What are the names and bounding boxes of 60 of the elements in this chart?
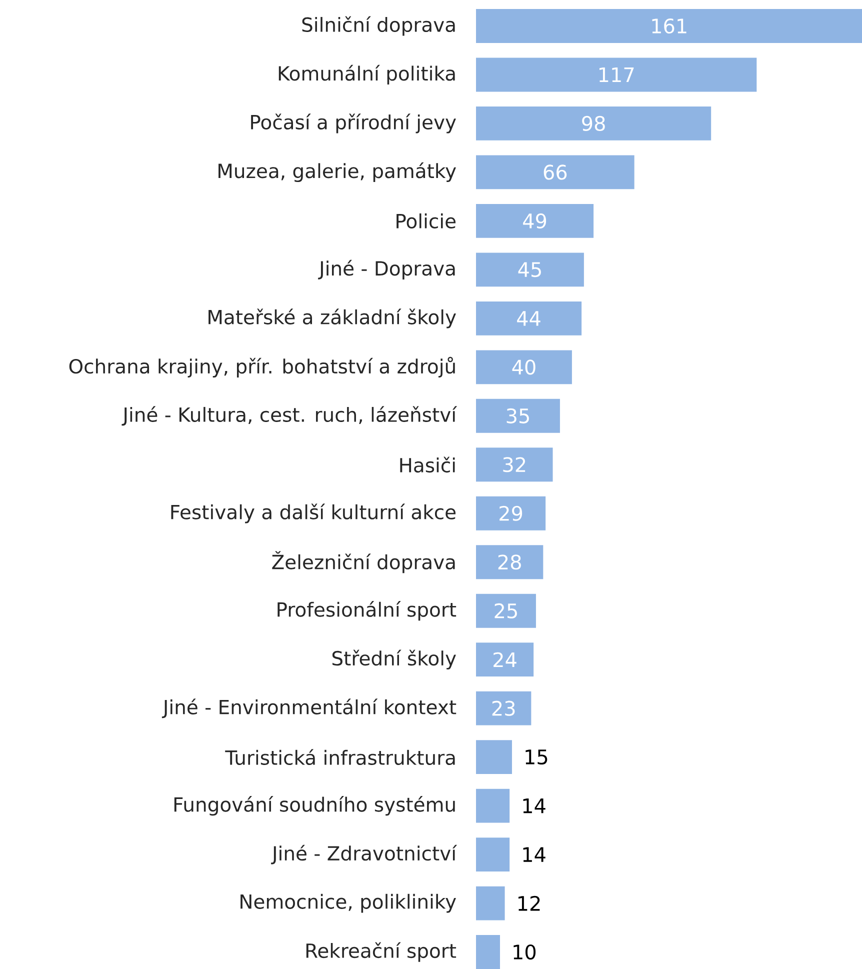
bar — [476, 106, 711, 140]
data-label: 161 — [652, 18, 686, 34]
bar — [476, 448, 553, 482]
y-tick-label: Silniční doprava — [302, 16, 455, 36]
data-label: 23 — [492, 700, 515, 716]
y-tick-label: Jiné - Kultura, cest. ruch, lázeňství — [122, 406, 457, 426]
bar — [476, 350, 572, 384]
y-tick-label: Turistická infrastruktura — [224, 749, 455, 765]
bar — [476, 155, 634, 190]
data-label: 29 — [499, 506, 522, 521]
y-tick-label: Počasí a přírodní jevy — [250, 114, 456, 134]
data-label: 49 — [522, 213, 546, 228]
bar — [476, 545, 544, 580]
data-label: 66 — [544, 164, 566, 180]
y-tick-label: Ochrana krajiny, přír. bohatství a zdrojů — [69, 356, 455, 378]
data-label: 35 — [506, 408, 529, 424]
data-label: 40 — [512, 360, 536, 375]
data-label: 98 — [582, 116, 605, 132]
y-tick-label: Festivaly a další kulturní akce — [171, 504, 456, 524]
bar — [476, 398, 560, 433]
bar — [476, 496, 546, 530]
bar — [476, 788, 510, 823]
y-tick-label: Policie — [396, 213, 456, 228]
y-tick-label: Fungování soudního systému — [174, 796, 455, 816]
data-label: 24 — [493, 652, 516, 667]
y-tick-label: Jiné - Environmentální kontext — [162, 698, 456, 718]
y-tick-label: Nemocnice, polikliniky — [240, 894, 456, 913]
y-tick-label: Rekreační sport — [306, 942, 456, 962]
bar — [476, 838, 510, 872]
bar — [476, 9, 862, 43]
data-label: 10 — [514, 944, 536, 960]
data-label: 45 — [518, 262, 541, 278]
bar — [476, 886, 505, 920]
y-tick-label: Jiné - Doprava — [318, 260, 455, 280]
y-tick-label: Muzea, galerie, památky — [218, 162, 456, 182]
bar — [476, 204, 594, 238]
y-tick-label: Střední školy — [332, 650, 456, 670]
data-label: 117 — [599, 67, 634, 82]
bar — [476, 252, 584, 287]
data-label: 12 — [518, 896, 540, 911]
y-tick-label: Železniční doprava — [272, 551, 455, 574]
y-tick-label: Mateřské a základní školy — [208, 308, 456, 328]
data-label: 44 — [516, 311, 540, 326]
bar — [476, 58, 757, 92]
bar — [476, 691, 532, 726]
data-label: 15 — [526, 750, 547, 764]
bar — [476, 642, 534, 677]
bar — [476, 935, 500, 969]
data-label: 32 — [503, 457, 525, 472]
bar — [476, 301, 582, 336]
data-label: 14 — [523, 847, 546, 862]
data-label: 14 — [523, 798, 546, 814]
data-label: 28 — [498, 554, 521, 570]
y-tick-label: Hasiči — [400, 456, 455, 473]
data-label: 25 — [494, 603, 517, 618]
y-tick-label: Profesionální sport — [278, 601, 456, 621]
bar — [476, 594, 536, 628]
y-tick-label: Komunální politika — [278, 64, 455, 85]
bar — [476, 740, 512, 774]
y-tick-label: Jiné - Zdravotnictví — [270, 844, 457, 864]
